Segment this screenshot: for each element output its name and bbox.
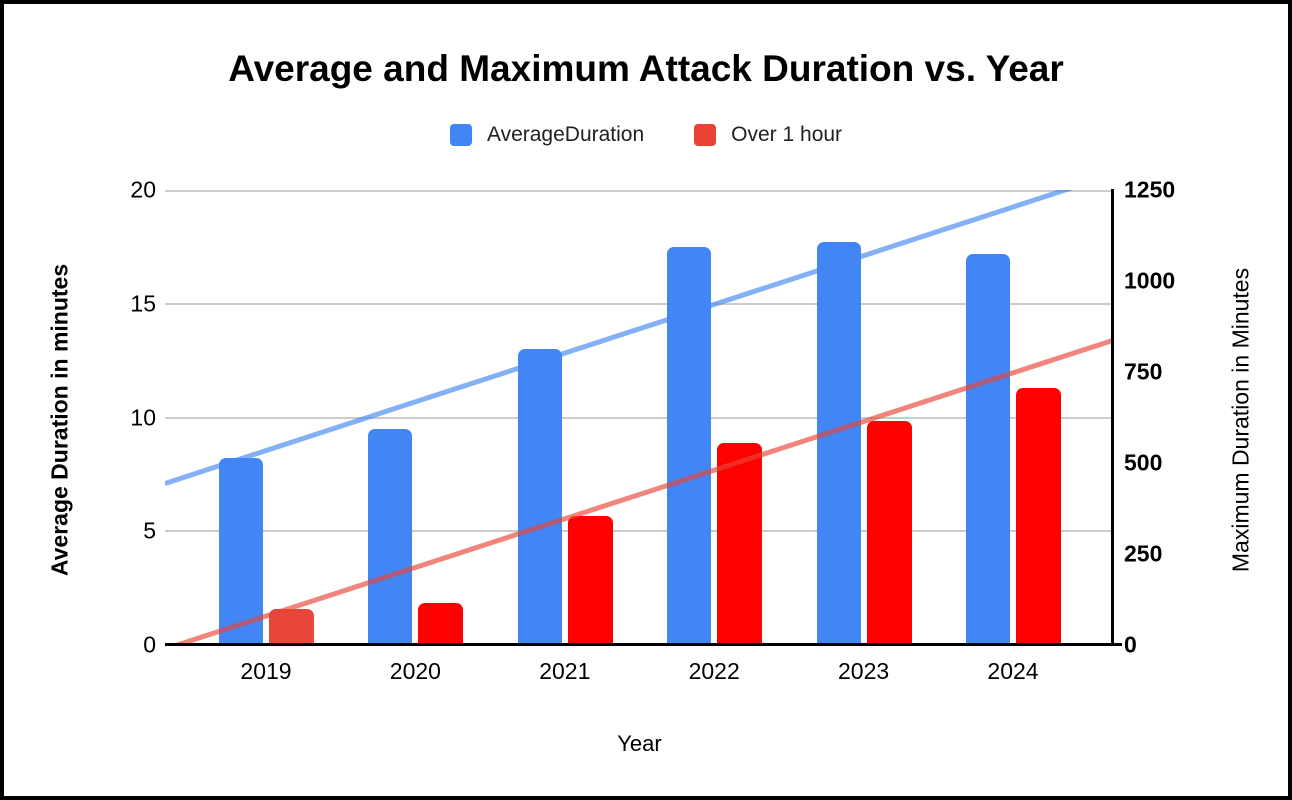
bar-averageduration-2020: [368, 428, 413, 645]
right-axis-tick-500: 500: [1124, 449, 1163, 476]
trendline-over-1-hour: [169, 337, 1114, 645]
legend-swatch-red-icon: [694, 124, 717, 146]
trendline-averageduration: [165, 190, 1074, 486]
x-axis-tick-2019: 2019: [240, 658, 292, 684]
plot-area: [165, 190, 1114, 645]
x-axis-line: [165, 643, 1122, 646]
right-axis-tick-1000: 1000: [1124, 267, 1176, 294]
x-axis-tick-2021: 2021: [539, 658, 591, 684]
bar-over-1-hour-2022: [717, 442, 763, 645]
right-axis-title: Maximum Duration in Minutes: [1227, 267, 1254, 573]
trendlines-layer: [165, 190, 1114, 645]
x-axis-title: Year: [617, 731, 662, 756]
left-axis-tick-labels: 0 5 10 15 20: [4, 177, 156, 658]
right-axis-tick-labels: 0 250 500 750 1000 1250: [1124, 177, 1214, 658]
right-axis-tick-750: 750: [1124, 358, 1163, 385]
legend-label-average-duration: AverageDuration: [486, 123, 645, 146]
gridline-15: [165, 302, 1114, 305]
right-axis-tick-250: 250: [1124, 540, 1163, 567]
x-axis-tick-2023: 2023: [838, 658, 890, 684]
bar-averageduration-2024: [966, 253, 1010, 645]
legend-swatch-blue-icon: [449, 124, 472, 146]
gridline-5: [165, 530, 1114, 533]
right-axis-tick-1250: 1250: [1124, 176, 1176, 203]
bar-over-1-hour-2020: [418, 603, 464, 645]
bar-over-1-hour-2023: [866, 421, 912, 645]
legend: AverageDuration Over 1 hour: [4, 123, 1288, 147]
bar-averageduration-2021: [517, 349, 562, 645]
left-axis-tick-15: 15: [130, 290, 156, 317]
bar-over-1-hour-2024: [1016, 388, 1061, 645]
bar-averageduration-2023: [816, 242, 861, 645]
bar-averageduration-2019: [219, 458, 263, 645]
left-axis-tick-20: 20: [130, 176, 156, 203]
chart-title: Average and Maximum Attack Duration vs. …: [228, 48, 1064, 89]
left-axis-tick-5: 5: [143, 517, 156, 544]
x-axis-tick-2022: 2022: [688, 658, 740, 684]
bar-over-1-hour-2021: [567, 515, 613, 645]
left-axis-tick-0: 0: [143, 631, 156, 658]
gridline-20: [165, 190, 1114, 192]
left-axis-tick-10: 10: [130, 404, 156, 430]
right-axis-tick-0: 0: [1124, 631, 1137, 658]
x-axis-tick-labels: 2019 2020 2021 2022 2023 2024: [165, 658, 1114, 688]
chart-canvas: Average and Maximum Attack Duration vs. …: [4, 4, 1288, 796]
legend-label-over-1-hour: Over 1 hour: [731, 123, 843, 146]
x-axis-tick-2024: 2024: [987, 658, 1039, 684]
right-axis-line: [1111, 189, 1114, 646]
gridline-10: [165, 416, 1114, 419]
legend-item-average-duration: AverageDuration: [449, 123, 645, 147]
legend-item-over-1-hour: Over 1 hour: [694, 123, 842, 147]
x-axis-tick-2020: 2020: [389, 658, 441, 684]
